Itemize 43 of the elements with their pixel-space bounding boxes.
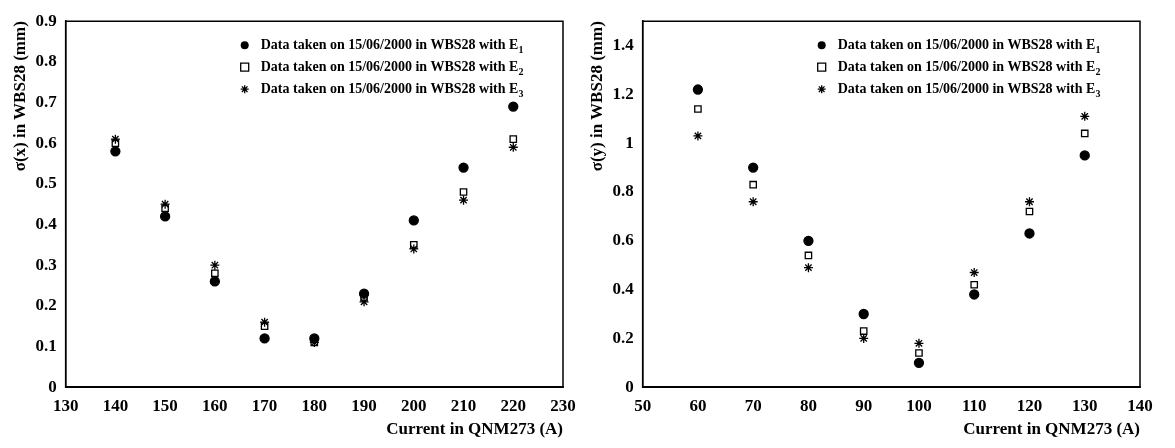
x-tick-label: 50 [634, 395, 652, 415]
x-tick-label: 230 [550, 395, 576, 415]
x-tick-label: 140 [1127, 395, 1153, 415]
x-tick-label: 160 [202, 395, 228, 415]
y-axis-title: σ(x) in WBS28 (mm) [9, 21, 29, 172]
x-tick-label: 130 [1071, 395, 1098, 415]
x-tick-label: 60 [689, 395, 707, 415]
y-tick-label: 0.2 [612, 327, 634, 347]
y-tick-label: 0.4 [612, 278, 635, 298]
y-tick-label: 0 [625, 376, 634, 396]
x-tick-label: 130 [52, 395, 79, 415]
x-tick-label: 150 [152, 395, 178, 415]
x-tick-label: 90 [855, 395, 873, 415]
y-tick-label: 0.3 [35, 254, 57, 274]
y-tick-label: 0.6 [35, 132, 57, 152]
y-tick-label: 0.8 [35, 51, 57, 71]
x-tick-label: 140 [102, 395, 129, 415]
y-tick-label: 1.2 [612, 83, 634, 103]
y-tick-label: 0.6 [612, 230, 634, 250]
y-tick-label: 1 [625, 132, 634, 152]
y-tick-label: 0.8 [612, 181, 634, 201]
x-axis-title: Current in QNM273 (A) [386, 419, 563, 439]
x-tick-label: 120 [1016, 395, 1043, 415]
y-axis-title: σ(y) in WBS28 (mm) [586, 21, 606, 172]
y-tick-label: 1.4 [612, 34, 635, 54]
x-tick-label: 200 [401, 395, 427, 415]
x-tick-label: 180 [301, 395, 328, 415]
y-tick-label: 0.2 [35, 295, 57, 315]
y-tick-label: 0.5 [35, 173, 57, 193]
x-tick-label: 70 [744, 395, 762, 415]
x-tick-label: 110 [961, 395, 987, 415]
x-tick-label: 170 [251, 395, 278, 415]
x-tick-label: 220 [500, 395, 527, 415]
x-tick-label: 80 [799, 395, 817, 415]
y-tick-label: 0.9 [35, 10, 57, 30]
x-tick-label: 210 [450, 395, 477, 415]
x-axis-title: Current in QNM273 (A) [963, 419, 1140, 439]
y-tick-label: 0.7 [35, 91, 58, 111]
x-tick-label: 190 [351, 395, 377, 415]
y-tick-label: 0 [48, 376, 57, 396]
x-tick-label: 100 [906, 395, 932, 415]
y-tick-label: 0.1 [35, 335, 57, 355]
y-tick-label: 0.4 [35, 213, 58, 233]
